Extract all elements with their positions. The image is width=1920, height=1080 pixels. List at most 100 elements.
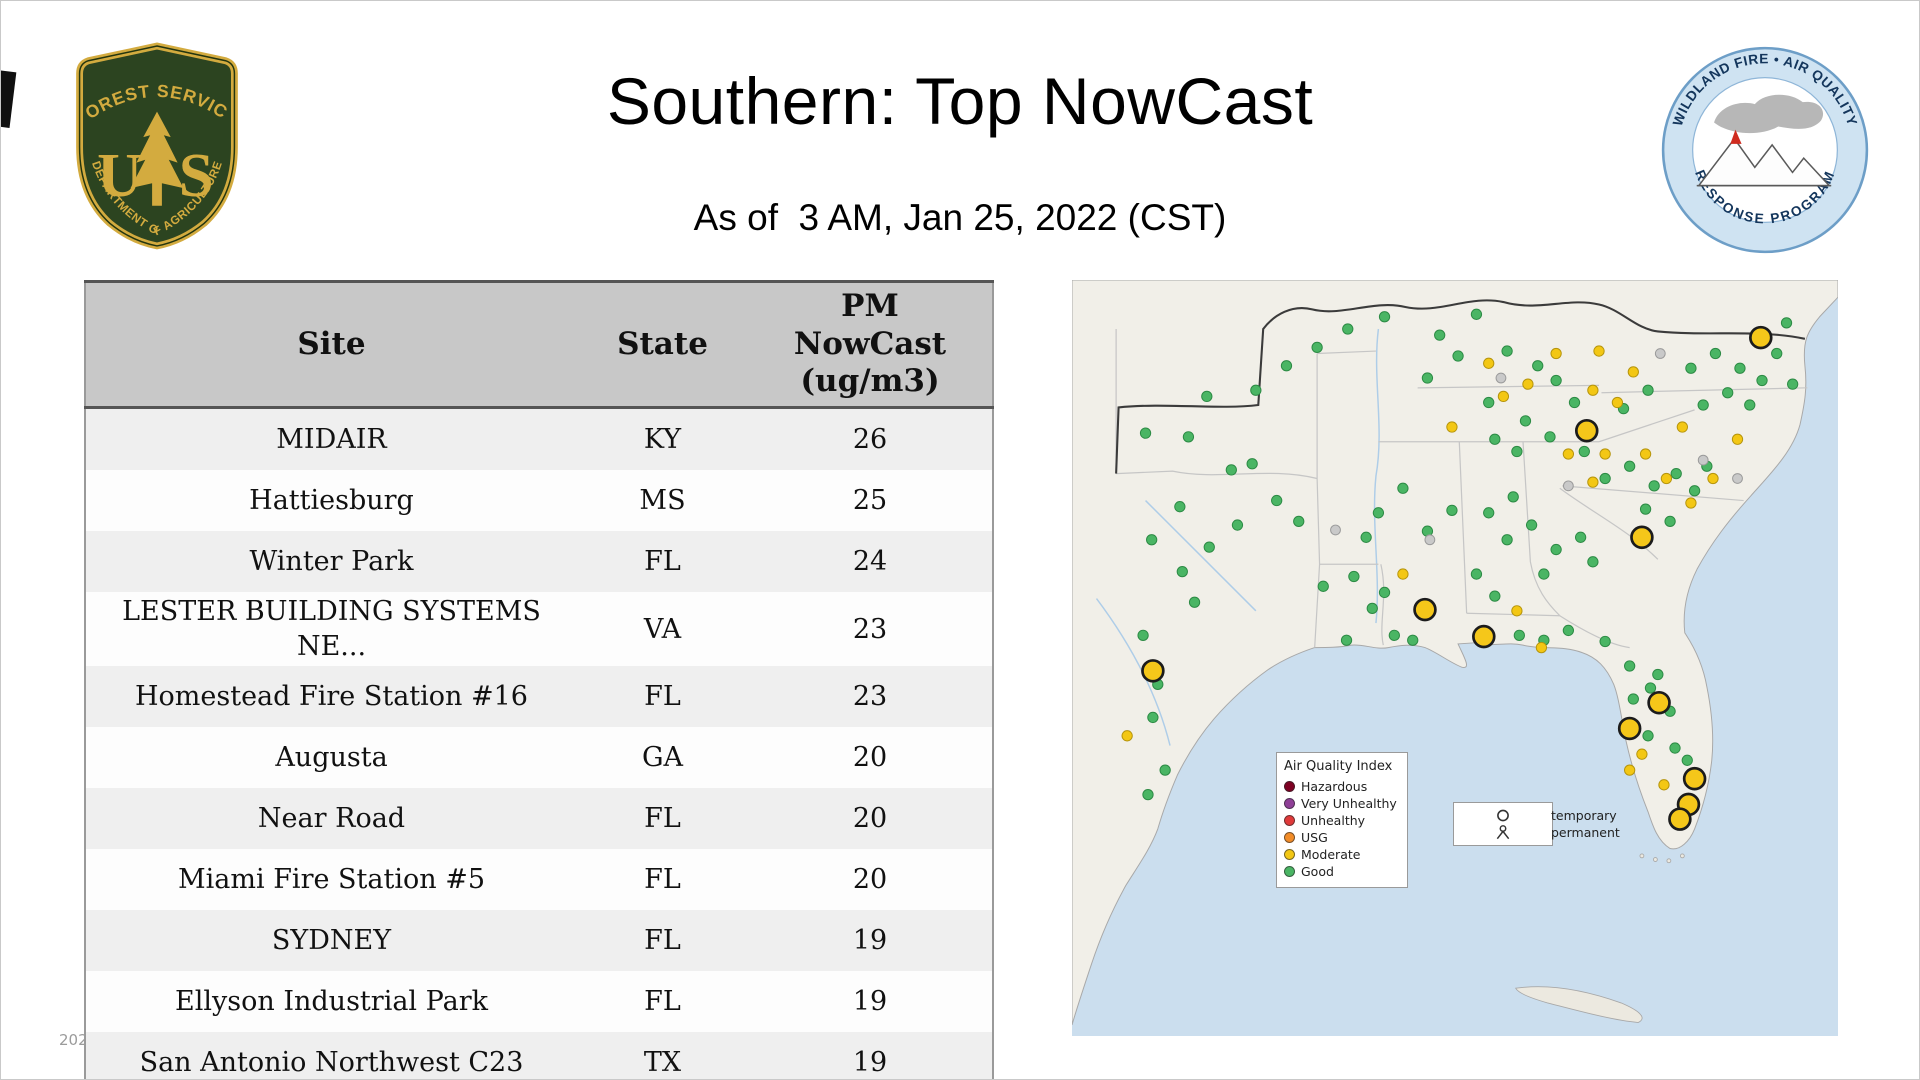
monitor-dot-good	[1562, 624, 1575, 637]
monitor-dot-good	[1688, 485, 1701, 497]
monitor-dot-inactive	[1562, 480, 1574, 492]
monitor-dot-good	[1360, 531, 1372, 543]
cell-value: 19	[852, 925, 888, 957]
cell-site: San Antonio Northwest C23	[139, 1047, 524, 1079]
cell-site: Winter Park	[249, 545, 414, 577]
us-letter-u: U	[97, 140, 142, 210]
monitor-dot-good	[1501, 345, 1513, 357]
monitor-dot-good	[1271, 494, 1283, 507]
monitor-dot-good	[1159, 764, 1171, 776]
monitor-dot-top-moderate	[1668, 807, 1692, 831]
cell-value: 26	[852, 423, 888, 455]
table-row: LESTER BUILDING SYSTEMS NE... VA 23	[85, 592, 993, 667]
table-row: Hattiesburg MS 25	[85, 470, 993, 531]
cell-value: 20	[852, 742, 888, 774]
monitor-dot-good	[1599, 472, 1611, 485]
wfaqrp-seal: WILDLAND FIRE • AIR QUALITY RESPONSE PRO…	[1661, 46, 1869, 254]
monitor-dot-moderate	[1599, 448, 1611, 460]
monitor-dot-good	[1624, 660, 1636, 672]
cell-state: FL	[644, 986, 681, 1018]
monitor-dot-good	[1372, 507, 1385, 519]
table-row: Ellyson Industrial Park FL 19	[85, 971, 993, 1033]
monitor-dot-good	[1697, 399, 1709, 411]
monitor-dot-moderate	[1685, 497, 1697, 509]
monitor-dot-good	[1317, 580, 1329, 592]
monitor-dot-moderate	[1587, 476, 1599, 488]
permanent-site-icon	[1496, 825, 1510, 840]
aqi-legend-item: USG	[1284, 829, 1400, 846]
monitor-dot-good	[1652, 668, 1664, 681]
monitor-dot-good	[1734, 362, 1746, 374]
pine-tree-icon	[130, 111, 184, 206]
cell-state: GA	[641, 742, 684, 774]
monitor-dot-good	[1756, 374, 1768, 387]
monitor-dot-good	[1519, 415, 1532, 427]
monitor-dot-moderate	[1550, 347, 1562, 360]
monitor-dot-good	[1225, 464, 1237, 476]
monitor-dot-good	[1648, 480, 1660, 492]
monitor-dot-good	[1342, 323, 1354, 335]
florida-keys	[1666, 858, 1672, 864]
monitor-dot-moderate	[1707, 472, 1719, 485]
monitor-dot-good	[1470, 308, 1483, 320]
monitor-dot-good	[1642, 384, 1654, 396]
monitor-dot-good	[1146, 534, 1158, 546]
cell-site: Augusta	[275, 742, 388, 774]
cell-value: 20	[852, 803, 888, 835]
cell-site: Hattiesburg	[249, 484, 414, 516]
monitor-dot-good	[1624, 460, 1636, 472]
monitor-dot-moderate	[1535, 641, 1548, 654]
table-row: San Antonio Northwest C23 TX 19	[85, 1032, 993, 1079]
table-row: Near Road FL 20	[85, 788, 993, 850]
monitor-dot-top-moderate	[1682, 766, 1707, 791]
monitor-dot-top-moderate	[1749, 325, 1773, 350]
cell-state: MS	[639, 484, 686, 516]
forest-service-shield: FOREST SERVICE U S DEPARTMENT OF AGRICUL…	[59, 39, 238, 250]
legend-label-temporary: temporary	[1551, 808, 1617, 823]
monitor-dot-moderate	[1658, 779, 1670, 791]
florida-keys	[1679, 853, 1685, 859]
monitor-dot-moderate	[1511, 605, 1523, 617]
monitor-dot-top-moderate	[1472, 624, 1496, 649]
monitor-dot-good	[1787, 378, 1799, 390]
monitor-dot-top-moderate	[1617, 716, 1642, 741]
table-row: MIDAIR KY 26	[85, 407, 993, 470]
monitor-dot-good	[1293, 515, 1305, 528]
cell-state: FL	[644, 681, 681, 713]
monitor-dot-good	[1137, 629, 1149, 641]
monitor-dot-moderate	[1587, 384, 1599, 396]
monitor-dot-good	[1568, 396, 1581, 409]
aqi-label: Very Unhealthy	[1301, 796, 1397, 811]
monitor-dot-good	[1550, 543, 1562, 556]
monitor-dot-good	[1182, 431, 1195, 443]
monitor-dot-good	[1578, 445, 1590, 458]
monitor-dot-good	[1722, 387, 1734, 399]
us-letter-s: S	[179, 140, 214, 210]
aqi-label: USG	[1301, 830, 1328, 845]
cell-value: 23	[852, 613, 888, 645]
aqi-legend-item: Very Unhealthy	[1284, 795, 1400, 812]
monitor-dot-good	[1550, 374, 1562, 387]
aqi-legend: Air Quality Index Hazardous Very Unhealth…	[1276, 752, 1408, 888]
monitor-dot-moderate	[1611, 396, 1624, 409]
legend-item-permanent: permanent	[1460, 824, 1620, 841]
aqi-legend-item: Hazardous	[1284, 778, 1400, 795]
monitor-dot-good	[1378, 311, 1391, 323]
aqi-map: Air Quality Index Hazardous Very Unhealth…	[1072, 280, 1838, 1036]
monitor-dot-good	[1780, 317, 1793, 329]
monitor-dot-good	[1446, 504, 1458, 516]
state-borders-layer	[1115, 329, 1808, 649]
table-row: Homestead Fire Station #16 FL 23	[85, 666, 993, 728]
monitor-dot-good	[1744, 399, 1756, 411]
cell-value: 24	[852, 545, 888, 577]
cell-value: 20	[852, 864, 888, 896]
monitor-dot-good	[1174, 501, 1186, 513]
aqi-label: Hazardous	[1301, 779, 1368, 794]
site-type-legend: temporary permanent	[1453, 802, 1620, 846]
monitor-dot-inactive	[1732, 473, 1743, 484]
monitor-dot-good	[1366, 602, 1378, 615]
monitor-dot-moderate	[1522, 378, 1534, 390]
monitor-dot-inactive	[1654, 348, 1666, 359]
monitor-dot-top-moderate	[1630, 525, 1654, 550]
monitor-dot-moderate	[1562, 448, 1575, 460]
